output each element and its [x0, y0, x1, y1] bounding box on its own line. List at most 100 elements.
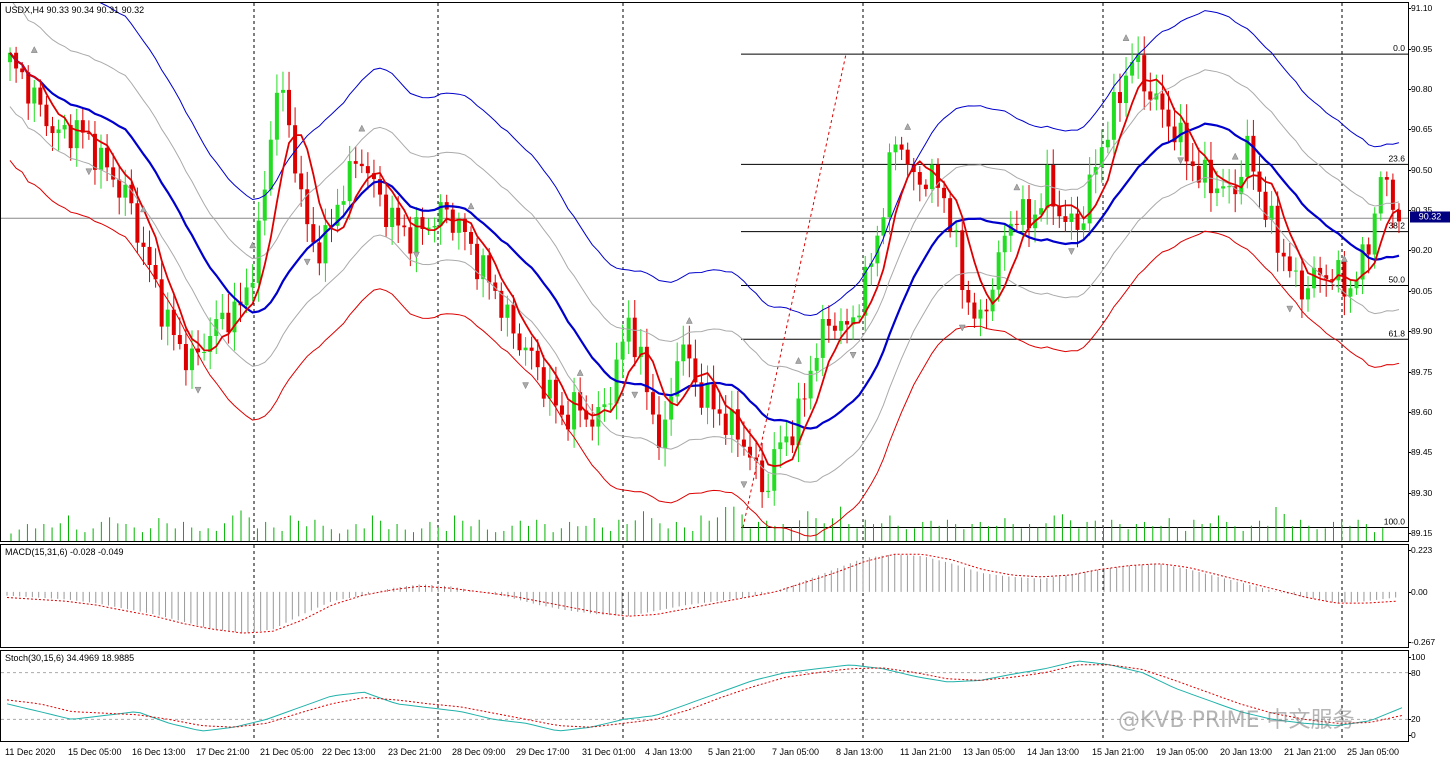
time-tick: 11 Dec 2020 [5, 747, 56, 757]
time-tick: 15 Dec 05:00 [68, 747, 122, 757]
candle-body [942, 187, 947, 199]
upper-band-gray [12, 3, 1400, 376]
candle-body [505, 304, 510, 318]
candle-body [1348, 288, 1353, 297]
candle-body [620, 341, 625, 360]
candle-body [32, 87, 37, 104]
fib-anchor-line [742, 54, 847, 528]
fractal-arrow [412, 251, 420, 259]
candle-body [438, 202, 443, 226]
candle-body [857, 315, 862, 318]
candle-body [948, 198, 953, 232]
candle-body [50, 126, 55, 134]
candle-body [1324, 275, 1329, 280]
time-tick: 8 Jan 13:00 [836, 747, 884, 757]
fractal-arrow [958, 324, 966, 332]
stoch-signal-line [6, 664, 1403, 728]
candle-body [1166, 109, 1171, 127]
candle-body [1111, 92, 1116, 140]
fractal-arrow [1231, 152, 1239, 160]
stochastic-canvas[interactable] [1, 651, 1408, 741]
candle-body [772, 449, 777, 491]
candle-body [960, 230, 965, 291]
time-tick: 29 Dec 17:00 [516, 747, 570, 757]
candle-body [608, 403, 613, 405]
price-tick: 90.65 [1407, 124, 1433, 135]
time-tick: 14 Jan 13:00 [1027, 747, 1080, 757]
candle-body [1372, 213, 1377, 255]
fractal-arrow [740, 481, 748, 489]
candle-body [675, 361, 680, 397]
candle-body [717, 409, 722, 414]
macd-canvas[interactable] [1, 545, 1408, 647]
candle-body [250, 282, 255, 288]
candle-body [1263, 191, 1268, 220]
candle-body [669, 396, 674, 420]
candle-body [1287, 256, 1292, 272]
stoch-main-line [6, 660, 1403, 732]
price-chart-canvas[interactable]: 0.0 23.6 38.2 50.0 61.8 100.0 [1, 3, 1408, 541]
fib-level-label: 61.8 [1388, 328, 1405, 338]
candle-body [790, 436, 795, 446]
candle-body [129, 184, 134, 204]
candle-body [1020, 199, 1025, 225]
candle-body [917, 172, 922, 185]
candle-body [899, 144, 904, 150]
fractal-arrow [1068, 248, 1075, 256]
candle-body [559, 405, 564, 415]
candle-body [1293, 270, 1298, 272]
candle-body [553, 379, 558, 406]
candle-body [44, 104, 49, 127]
candle-body [1396, 209, 1401, 222]
candle-body [972, 302, 977, 319]
candle-body [280, 89, 285, 93]
time-tick: 31 Dec 01:00 [582, 747, 636, 757]
time-tick: 5 Jan 21:00 [708, 747, 756, 757]
candle-body [299, 173, 304, 190]
candle-body [845, 321, 850, 325]
candle-body [105, 147, 110, 168]
price-tick: 90.05 [1407, 285, 1433, 296]
candle-body [475, 243, 480, 280]
candle-body [808, 370, 813, 399]
candle-body [92, 133, 97, 170]
macd-label: MACD(15,31,6) -0.028 -0.049 [5, 547, 124, 557]
stochastic-pane[interactable]: Stoch(30,15,6) 34.4969 18.9885 [0, 650, 1409, 742]
fib-level-label: 23.6 [1388, 153, 1405, 163]
candle-body [1384, 177, 1389, 180]
time-tick: 20 Jan 13:00 [1220, 747, 1273, 757]
candle-body [499, 290, 504, 318]
candle-body [335, 204, 340, 226]
candle-body [1184, 122, 1189, 162]
candle-body [1093, 166, 1098, 175]
candle-body [1257, 171, 1262, 192]
candle-body [493, 282, 498, 291]
candle-body [220, 312, 225, 320]
candle-body [1281, 252, 1286, 257]
candle-body [378, 179, 383, 195]
candle-body [741, 439, 746, 447]
candle-body [1117, 92, 1122, 104]
candle-body [954, 230, 959, 232]
price-chart-pane[interactable]: 0.0 23.6 38.2 50.0 61.8 100.0 USDX,H4 90.33 9… [0, 2, 1409, 542]
candle-body [468, 232, 473, 244]
candle-body [923, 184, 928, 190]
candle-body [62, 125, 67, 130]
candle-body [208, 336, 213, 353]
candle-body [396, 207, 401, 226]
candle-body [226, 312, 231, 333]
candle-body [1045, 165, 1050, 209]
candle-body [1305, 288, 1310, 300]
candle-body [371, 173, 376, 180]
current-price-tag: 90.32 [1410, 211, 1450, 223]
candle-body [1081, 223, 1086, 230]
price-tick: 90.35 [1407, 205, 1433, 216]
macd-pane[interactable]: MACD(15,31,6) -0.028 -0.049 [0, 544, 1409, 648]
lower-band-gray [9, 106, 1400, 483]
candle-body [1245, 135, 1250, 177]
candle-body [1378, 177, 1383, 214]
candle-body [165, 309, 170, 327]
candle-body [1014, 223, 1019, 225]
candle-body [681, 344, 686, 362]
candle-body [1051, 165, 1056, 207]
